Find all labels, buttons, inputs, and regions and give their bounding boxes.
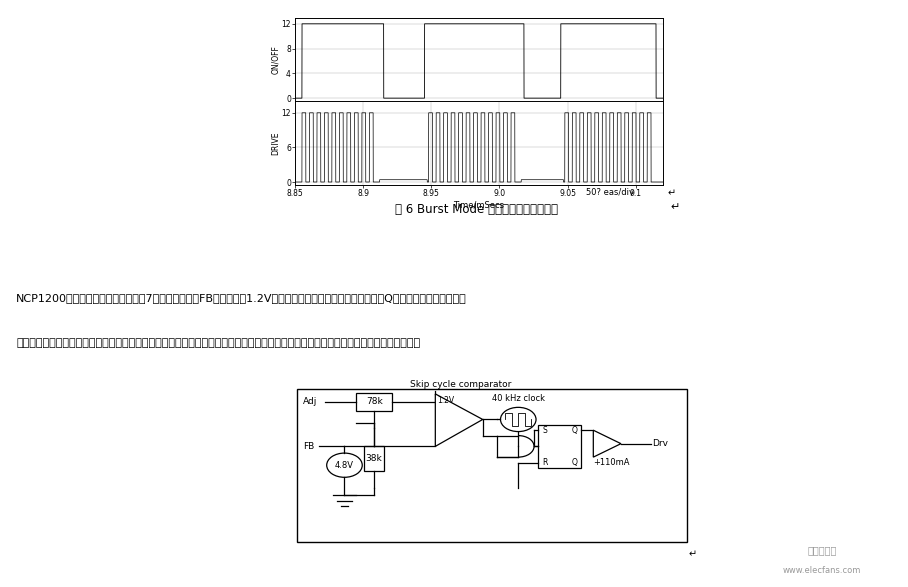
- Bar: [356, 393, 392, 411]
- Text: 78k: 78k: [366, 397, 382, 406]
- Text: 时钟周期，也即跳过若干个周期，负载较轻，跳过的周期也越多。为免音频噪音，只有在峰値电流降至某个设定値时，跳周期模式才有效。: 时钟周期，也即跳过若干个周期，负载较轻，跳过的周期也越多。为免音频噪音，只有在峰…: [16, 338, 420, 348]
- Text: S: S: [543, 426, 548, 435]
- Text: NCP1200的内部跳周期模块结构见图7，当反馈检测脚FB的电压低于1.2V（该値可编程）时，跳周期比较器控制Q触发器，使输出关闭若干: NCP1200的内部跳周期模块结构见图7，当反馈检测脚FB的电压低于1.2V（该…: [16, 294, 467, 303]
- Text: 38k: 38k: [366, 454, 382, 463]
- Text: 1.2V: 1.2V: [438, 396, 454, 405]
- Text: www.elecfans.com: www.elecfans.com: [783, 566, 861, 575]
- Circle shape: [327, 453, 362, 477]
- Circle shape: [500, 407, 536, 431]
- Text: Q: Q: [571, 458, 577, 467]
- Text: FB: FB: [303, 442, 314, 451]
- Text: Skip cycle comparator: Skip cycle comparator: [410, 380, 512, 389]
- Text: ↵: ↵: [688, 549, 696, 559]
- Y-axis label: DRIVE: DRIVE: [271, 131, 280, 155]
- Text: R: R: [542, 458, 548, 467]
- Polygon shape: [435, 394, 483, 446]
- Bar: [364, 446, 384, 471]
- Text: 4.8V: 4.8V: [335, 461, 354, 470]
- Polygon shape: [593, 430, 621, 457]
- Text: 电子发发网: 电子发发网: [807, 545, 836, 555]
- Text: ↵: ↵: [670, 203, 679, 212]
- X-axis label: Time/mSecs: Time/mSecs: [453, 201, 505, 210]
- Text: +110mA: +110mA: [593, 458, 629, 467]
- Text: ↵: ↵: [667, 188, 676, 198]
- Text: Adj: Adj: [303, 397, 318, 406]
- Text: 50? eas/div: 50? eas/div: [586, 188, 634, 197]
- Bar: [538, 425, 581, 468]
- Text: 图 6 Burst Mode 控制信号与驱动信号图: 图 6 Burst Mode 控制信号与驱动信号图: [395, 203, 558, 215]
- Text: 40 kHz clock: 40 kHz clock: [492, 394, 545, 403]
- Text: Q: Q: [571, 426, 577, 435]
- Text: Drv: Drv: [653, 439, 668, 448]
- Y-axis label: ON/OFF: ON/OFF: [271, 45, 280, 74]
